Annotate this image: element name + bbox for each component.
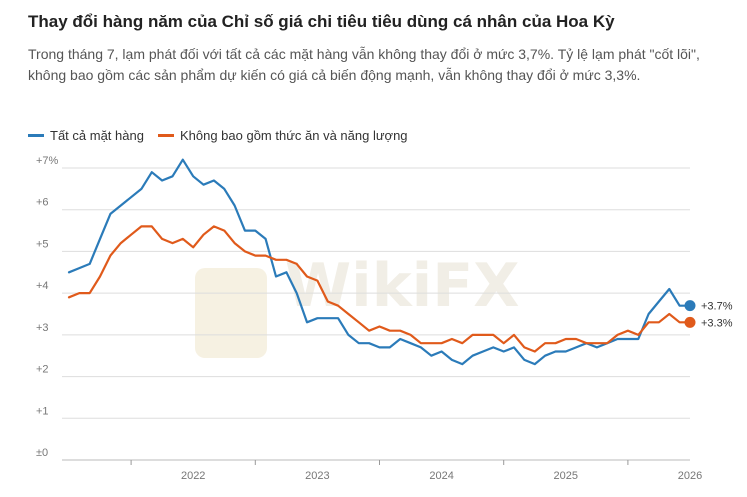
legend: Tất cả mặt hàng Không bao gồm thức ăn và… xyxy=(28,128,422,143)
end-value-label-0: +3.7% xyxy=(701,301,733,313)
chart-title: Thay đổi hàng năm của Chỉ số giá chi tiê… xyxy=(28,12,615,31)
legend-swatch-core xyxy=(157,134,174,137)
series xyxy=(67,158,692,366)
grid xyxy=(62,167,690,461)
end-point-0 xyxy=(684,300,696,312)
watermark-text: WikiFX xyxy=(285,251,519,321)
legend-label-core: Không bao gồm thức ăn và năng lượng xyxy=(179,128,408,143)
watermark: WikiFX xyxy=(195,251,519,358)
legend-swatch-all-items xyxy=(28,134,44,137)
x-tick-label: 2026 xyxy=(678,470,702,482)
legend-item-all-items: Tất cả mặt hàng xyxy=(28,128,144,143)
y-tick-label: ±0 xyxy=(36,447,48,459)
y-tick-label: +2 xyxy=(36,364,49,376)
end-markers: +3.7% +3.3% xyxy=(684,300,733,329)
end-value-label-1: +3.3% xyxy=(701,317,733,329)
x-tick-label: 2022 xyxy=(181,470,205,482)
legend-item-core: Không bao gồm thức ăn và năng lượng xyxy=(157,128,408,143)
x-tick-label: 2024 xyxy=(429,470,453,482)
x-axis-ticks: 2022 2023 2024 2025 2026 xyxy=(130,460,702,482)
x-tick-label: 2025 xyxy=(554,470,578,482)
end-point-1 xyxy=(684,316,696,328)
y-tick-label: +4 xyxy=(36,280,49,292)
y-tick-label: +5 xyxy=(36,238,49,250)
x-tick-label: 2023 xyxy=(305,470,329,482)
y-tick-label: +6 xyxy=(36,197,49,209)
series-line-1 xyxy=(67,225,692,353)
y-axis-ticks: ±0 +1 +2 +3 +4 +5 +6 +7% xyxy=(36,155,59,459)
y-tick-label: +3 xyxy=(36,322,49,334)
chart-subtitle: Trong tháng 7, lạm phát đối với tất cả c… xyxy=(28,46,700,83)
legend-label-all-items: Tất cả mặt hàng xyxy=(50,128,144,143)
y-tick-label: +7% xyxy=(36,155,59,167)
y-tick-label: +1 xyxy=(36,405,49,417)
